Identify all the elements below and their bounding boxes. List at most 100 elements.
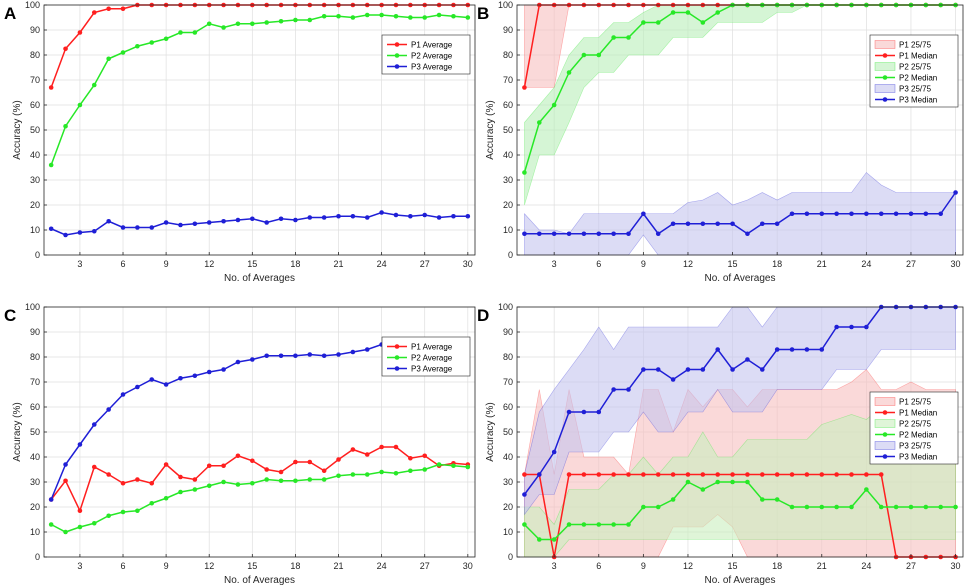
data-point-p3-average — [321, 353, 327, 359]
x-tick-label: 18 — [772, 259, 782, 269]
y-tick-label: 10 — [503, 527, 513, 537]
legend-swatch-band — [874, 62, 896, 71]
legend: P1 Average P2 Average P3 Average — [381, 336, 471, 377]
data-point-p2-average — [221, 25, 226, 30]
data-point-p2-average — [206, 483, 212, 489]
x-tick-label: 12 — [683, 561, 693, 571]
data-point-p2-average — [408, 15, 413, 20]
data-point-p3-median — [537, 231, 542, 237]
y-tick-label: 80 — [30, 352, 40, 362]
data-point-p1-average — [206, 463, 212, 469]
data-point-p2-average — [250, 21, 255, 27]
data-point-p2-average — [163, 495, 169, 501]
data-point-p2-average — [379, 12, 384, 18]
x-axis-label: No. of Averages — [705, 575, 776, 585]
y-tick-label: 80 — [30, 50, 40, 60]
data-point-p3-median — [819, 211, 825, 217]
data-point-p3-average — [77, 442, 83, 447]
legend-swatch-marker — [394, 355, 400, 360]
data-point-p1-average — [250, 458, 255, 464]
data-point-p3-average — [436, 215, 442, 220]
x-axis-label: No. of Averages — [705, 273, 776, 284]
panel-letter: A — [4, 4, 16, 23]
data-point-p1-median — [804, 472, 810, 477]
data-point-p2-median — [655, 504, 661, 510]
data-point-p2-median — [819, 504, 825, 510]
data-point-p3-average — [408, 213, 413, 219]
y-tick-label: 80 — [503, 352, 513, 362]
y-tick-label: 30 — [503, 477, 513, 487]
data-point-p3-average — [163, 382, 169, 387]
series-line-p3-average — [50, 211, 468, 236]
data-point-p3-median — [581, 409, 587, 415]
data-point-p1-average — [408, 455, 413, 461]
data-point-p2-average — [106, 513, 111, 519]
data-point-p2-median — [670, 497, 676, 502]
data-point-p1-median — [700, 472, 706, 477]
y-tick-label: 100 — [498, 302, 513, 312]
data-point-p2-median — [700, 487, 706, 492]
y-axis-label: Accuracy (%) — [485, 100, 496, 159]
data-point-p3-average — [48, 497, 54, 502]
y-tick-label: 70 — [30, 75, 40, 85]
data-point-p2-average — [149, 500, 155, 506]
data-point-p1-average — [307, 459, 313, 465]
data-point-p2-average — [77, 524, 83, 530]
data-point-p3-median — [581, 231, 587, 237]
data-point-p3-average — [307, 352, 313, 357]
data-point-p1-average — [364, 452, 370, 457]
data-point-p3-median — [522, 492, 527, 497]
data-point-p3-average — [106, 218, 111, 224]
data-point-p1-median — [626, 472, 631, 477]
data-point-p2-average — [178, 30, 183, 35]
data-point-p2-average — [91, 82, 97, 88]
data-point-p3-median — [611, 231, 616, 237]
data-point-p2-average — [278, 478, 284, 484]
data-point-p3-average — [235, 359, 241, 365]
data-point-p2-median — [730, 479, 735, 485]
data-point-p3-median — [760, 221, 765, 227]
data-point-p3-median — [789, 211, 795, 217]
legend-label: P1 Median — [899, 409, 937, 418]
data-point-p1-average — [192, 477, 198, 482]
data-point-p2-median — [641, 504, 646, 510]
y-tick-label: 20 — [503, 200, 513, 210]
data-point-p3-median — [641, 367, 646, 372]
legend-label: P3 Median — [899, 453, 937, 462]
data-point-p1-average — [350, 447, 356, 452]
data-point-p3-median — [804, 211, 810, 217]
legend-label: P3 25/75 — [899, 85, 932, 94]
data-point-p2-average — [264, 20, 269, 25]
data-point-p2-average — [465, 15, 471, 20]
x-tick-label: 15 — [728, 561, 738, 571]
data-point-p3-average — [350, 349, 356, 355]
data-point-p1-average — [63, 478, 68, 484]
y-tick-label: 0 — [35, 250, 40, 260]
data-point-p3-median — [893, 211, 899, 217]
data-point-p2-median — [938, 504, 943, 510]
data-point-p2-average — [336, 473, 341, 479]
y-tick-label: 70 — [503, 377, 513, 387]
data-point-p1-median — [522, 472, 527, 477]
data-point-p2-median — [789, 504, 795, 510]
legend-swatch-band — [874, 397, 896, 406]
data-point-p1-average — [120, 6, 126, 12]
data-point-p1-average — [278, 469, 284, 475]
legend-label: P1 Average — [411, 41, 453, 50]
data-point-p3-median — [611, 387, 616, 392]
data-point-p2-average — [235, 21, 241, 27]
data-point-p2-median — [849, 504, 854, 510]
data-point-p1-median — [864, 472, 869, 477]
x-tick-label: 18 — [772, 561, 782, 571]
y-tick-label: 30 — [30, 175, 40, 185]
data-point-p3-median — [566, 231, 572, 237]
data-point-p1-average — [293, 459, 298, 465]
y-tick-label: 50 — [30, 427, 40, 437]
data-point-p3-average — [106, 407, 111, 412]
data-point-p3-average — [293, 353, 298, 359]
x-tick-label: 3 — [552, 561, 557, 571]
x-tick-label: 21 — [334, 561, 344, 571]
data-point-p1-median — [655, 472, 661, 477]
x-tick-label: 24 — [861, 259, 871, 269]
y-tick-label: 70 — [503, 75, 513, 85]
